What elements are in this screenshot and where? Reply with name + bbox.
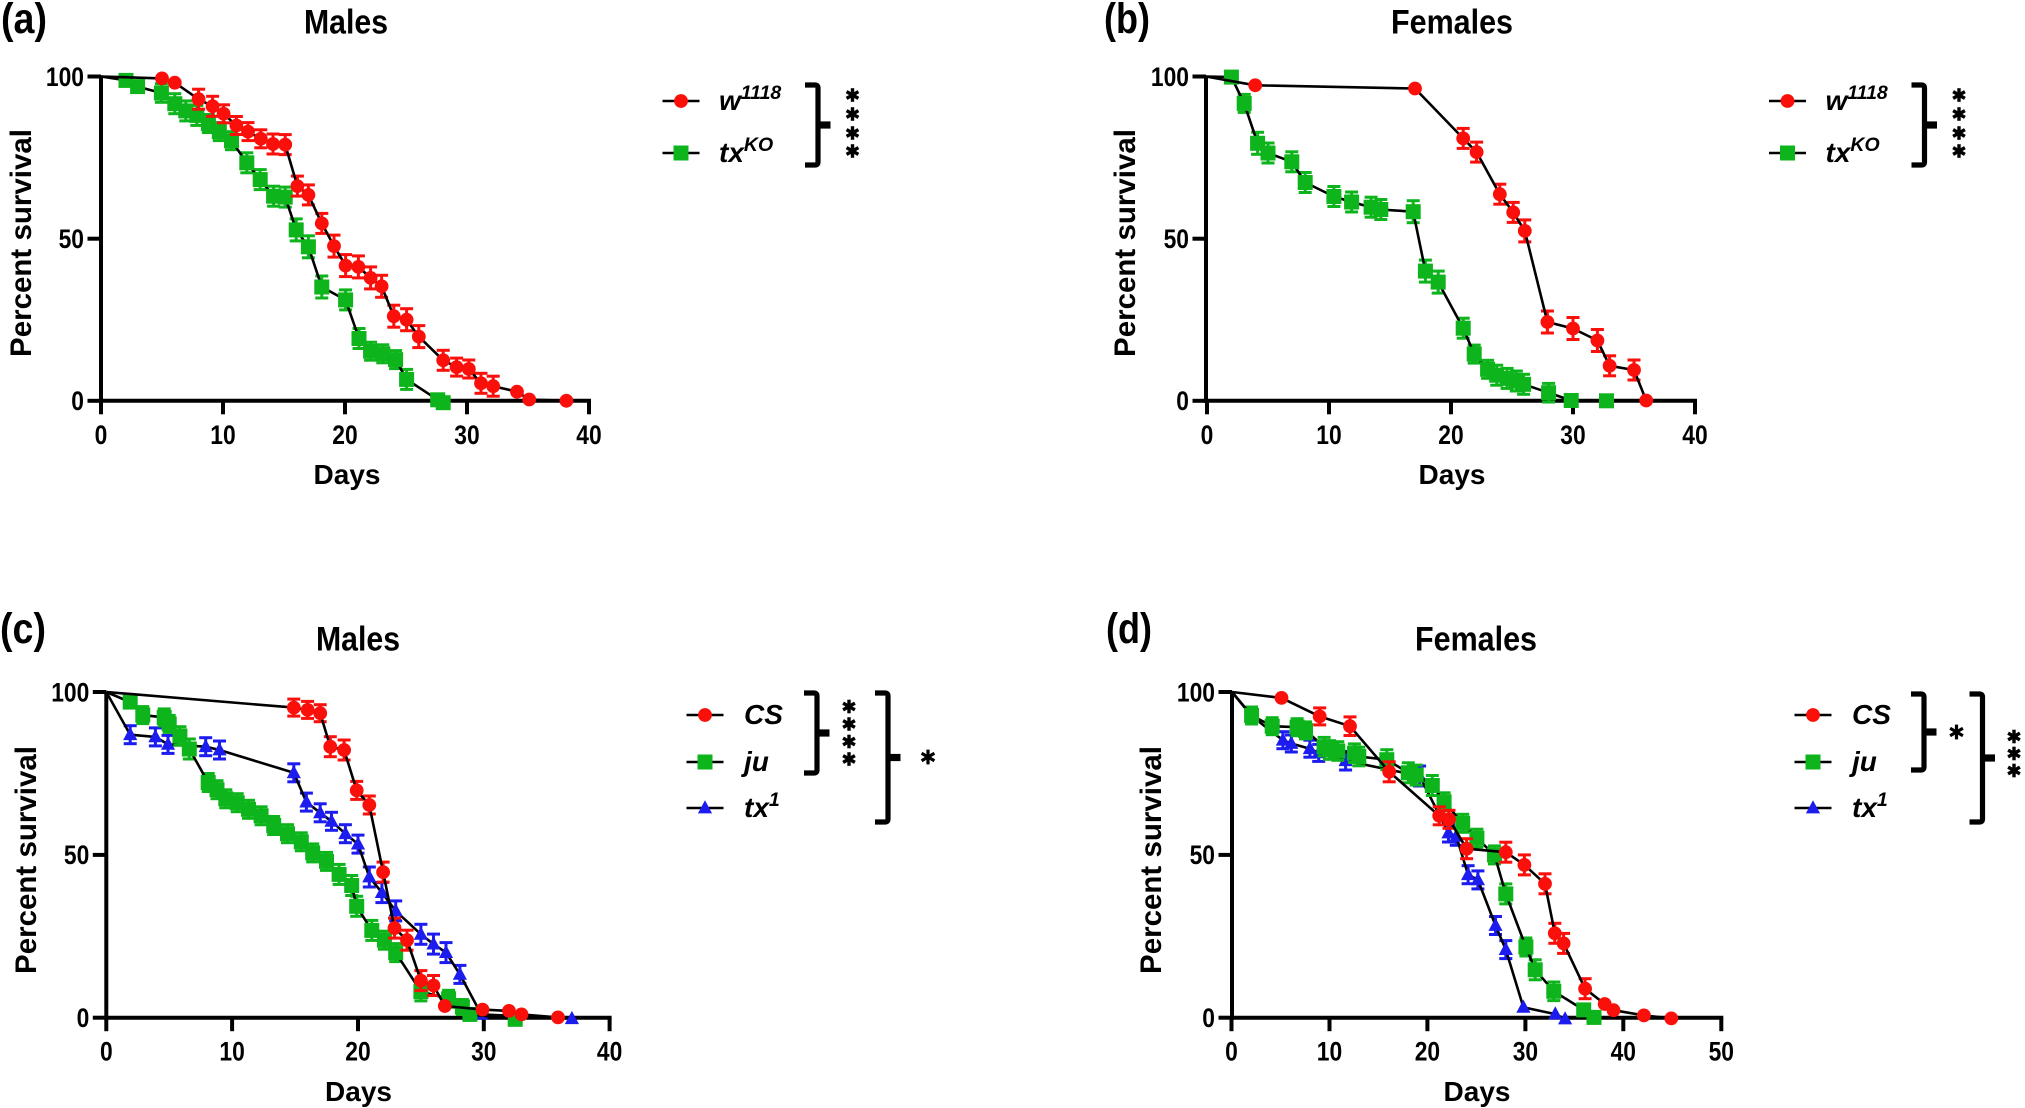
svg-text:0: 0 <box>1202 1003 1215 1033</box>
svg-text:100: 100 <box>51 677 89 707</box>
svg-text:0: 0 <box>1225 1037 1238 1067</box>
svg-text:CS: CS <box>1852 699 1891 730</box>
svg-text:100: 100 <box>1151 62 1189 92</box>
svg-text:10: 10 <box>219 1037 244 1067</box>
svg-text:30: 30 <box>1513 1037 1538 1067</box>
svg-text:50: 50 <box>64 840 89 870</box>
svg-text:10: 10 <box>1317 1037 1342 1067</box>
svg-text:ju: ju <box>740 746 769 777</box>
svg-text:20: 20 <box>1438 420 1463 450</box>
svg-text:0: 0 <box>1176 386 1189 416</box>
svg-text:(c): (c) <box>0 605 46 653</box>
svg-text:0: 0 <box>95 420 108 450</box>
svg-text:Females: Females <box>1415 620 1537 658</box>
svg-text:(b): (b) <box>1104 0 1150 43</box>
svg-text:40: 40 <box>1611 1037 1636 1067</box>
svg-text:30: 30 <box>1560 420 1585 450</box>
svg-text:0: 0 <box>1201 420 1214 450</box>
svg-text:0: 0 <box>71 386 84 416</box>
svg-text:50: 50 <box>1709 1037 1734 1067</box>
svg-text:Percent survival: Percent survival <box>5 129 38 357</box>
svg-text:CS: CS <box>744 699 783 730</box>
svg-text:40: 40 <box>576 420 601 450</box>
svg-text:20: 20 <box>332 420 357 450</box>
svg-text:0: 0 <box>100 1037 113 1067</box>
svg-text:30: 30 <box>454 420 479 450</box>
svg-text:Males: Males <box>304 4 388 42</box>
svg-text:Percent survival: Percent survival <box>10 746 43 974</box>
svg-text:Percent survival: Percent survival <box>1109 129 1142 357</box>
svg-text:10: 10 <box>1316 420 1341 450</box>
svg-text:Days: Days <box>314 459 381 490</box>
svg-text:40: 40 <box>1682 420 1707 450</box>
svg-text:Days: Days <box>1419 459 1486 490</box>
svg-text:50: 50 <box>59 224 84 254</box>
svg-text:Days: Days <box>1444 1076 1511 1107</box>
svg-text:(a): (a) <box>1 0 47 43</box>
svg-text:40: 40 <box>597 1037 622 1067</box>
svg-text:(d): (d) <box>1106 605 1152 653</box>
svg-text:ju: ju <box>1848 746 1877 777</box>
svg-text:Females: Females <box>1391 4 1513 42</box>
svg-text:50: 50 <box>1164 224 1189 254</box>
svg-text:0: 0 <box>77 1003 90 1033</box>
svg-text:100: 100 <box>1177 677 1215 707</box>
svg-text:20: 20 <box>1415 1037 1440 1067</box>
svg-text:30: 30 <box>471 1037 496 1067</box>
svg-text:Males: Males <box>316 620 400 658</box>
svg-text:20: 20 <box>345 1037 370 1067</box>
svg-text:50: 50 <box>1190 840 1215 870</box>
svg-text:Percent survival: Percent survival <box>1135 746 1168 974</box>
svg-text:Days: Days <box>325 1076 392 1107</box>
svg-text:10: 10 <box>210 420 235 450</box>
svg-text:100: 100 <box>46 62 84 92</box>
